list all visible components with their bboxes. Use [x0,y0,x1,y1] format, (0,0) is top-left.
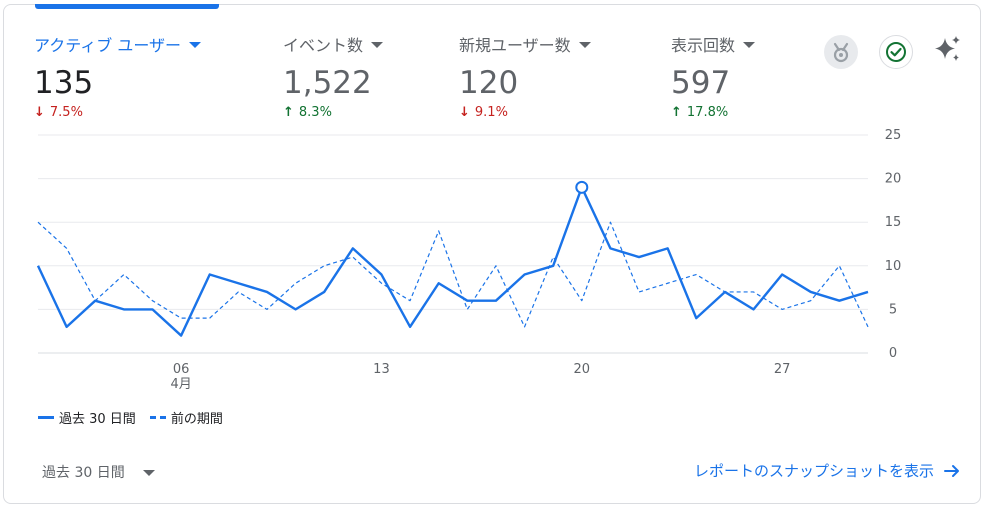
series-line-previous [37,221,869,328]
metric-value: 135 [34,65,94,101]
metric-change: 17.8% [686,105,729,120]
arrow-down-icon: ↓ [459,105,470,120]
metric-name: 表示回数 [671,36,736,55]
y-tick-label: 5 [889,302,897,317]
y-tick-label: 20 [885,172,902,187]
x-tick-sublabel: 4月 [170,377,191,392]
metric-value: 597 [671,65,731,101]
legend-label: 前の期間 [170,412,223,427]
chevron-down-icon [578,42,591,48]
view-snapshot-link[interactable]: レポートのスナップショットを表示 [694,460,960,481]
y-tick-label: 25 [885,128,902,143]
legend-item-previous: 前の期間 [149,408,223,427]
date-range-label: 過去 30 日間 [42,465,125,481]
snapshot-link-label: レポートのスナップショットを表示 [693,462,934,480]
sparkle-icon[interactable] [930,33,964,67]
legend-label: 過去 30 日間 [59,412,136,427]
arrow-down-icon: ↓ [34,105,45,120]
metric-change: 8.3% [298,105,332,120]
chevron-down-icon [142,470,155,476]
legend-item-current: 過去 30 日間 [38,408,136,427]
arrow-right-icon [944,464,959,477]
metric-value: 120 [459,65,519,101]
metric-change: 7.5% [49,105,83,120]
y-tick-label: 15 [885,215,902,230]
y-tick-label: 0 [889,346,897,361]
metric-name: イベント数 [283,36,364,55]
metric-tab-active-users[interactable]: アクティブ ユーザー 135 ↓ 7.5% [34,32,202,120]
arrow-up-icon: ↑ [671,105,682,120]
metric-tab-new-users[interactable]: 新規ユーザー数 120 ↓ 9.1% [459,32,591,120]
dashed-line-swatch [149,416,166,419]
chart-legend: 過去 30 日間 前の期間 [38,408,237,427]
metric-value: 1,522 [283,65,372,101]
analytics-card [3,4,981,504]
metric-name: アクティブ ユーザー [34,36,182,55]
x-tick-label: 06 [173,362,190,377]
arrow-up-icon: ↑ [283,105,294,120]
x-tick-label: 27 [774,362,791,377]
x-tick-label: 13 [373,362,390,377]
metric-name: 新規ユーザー数 [459,36,571,55]
metric-change: 9.1% [474,105,508,120]
series-line-current [36,186,869,337]
selected-metric-indicator [35,4,219,9]
y-tick-label: 10 [885,259,902,274]
check-circle-icon[interactable] [879,35,913,69]
highlight-point [575,180,589,194]
medal-icon[interactable] [824,35,858,69]
date-range-dropdown[interactable]: 過去 30 日間 [42,462,155,482]
metric-tab-event-count[interactable]: イベント数 1,522 ↑ 8.3% [283,32,384,120]
chevron-down-icon [189,42,202,48]
chevron-down-icon [743,42,756,48]
metric-tab-views[interactable]: 表示回数 597 ↑ 17.8% [671,32,756,120]
chevron-down-icon [371,42,384,48]
x-tick-label: 20 [574,362,591,377]
solid-line-swatch [38,416,54,419]
